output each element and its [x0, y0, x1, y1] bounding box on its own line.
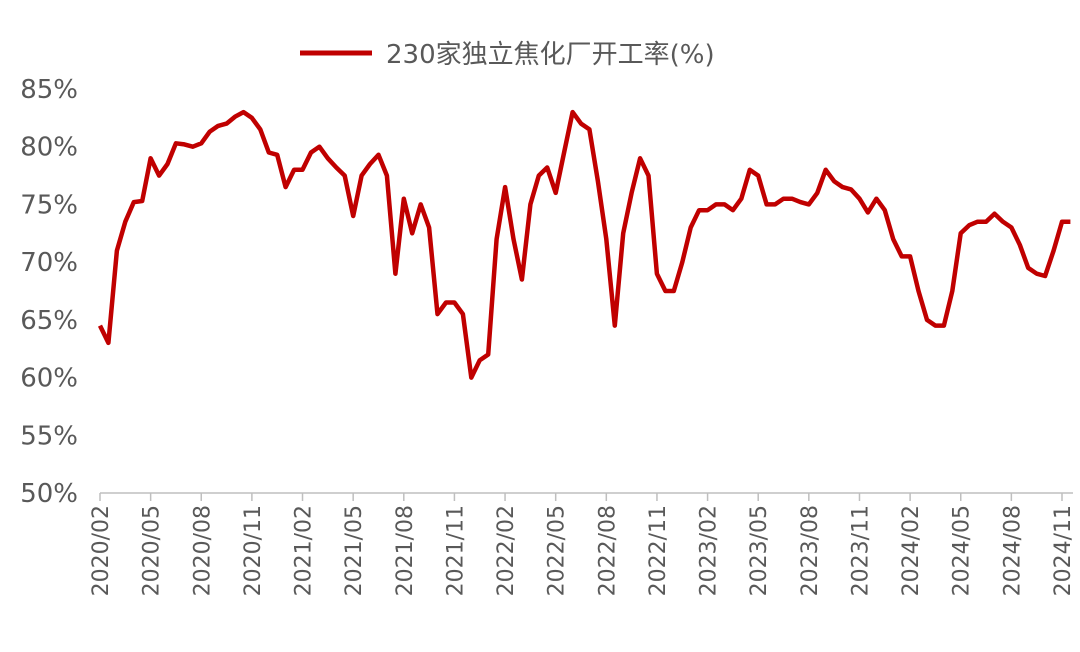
x-tick-label: 2020/02 [89, 505, 114, 596]
x-tick-label: 2020/11 [241, 505, 266, 596]
x-tick-label: 2023/05 [747, 505, 772, 596]
x-tick-label: 2024/05 [950, 505, 975, 596]
x-tick-label: 2021/08 [393, 505, 418, 596]
y-tick-label: 85% [20, 75, 78, 105]
x-tick-label: 2020/05 [140, 505, 165, 596]
y-tick-label: 65% [20, 306, 78, 336]
x-tick-label: 2023/08 [798, 505, 823, 596]
x-tick-label: 2023/02 [697, 505, 722, 596]
x-tick-label: 2022/11 [646, 505, 671, 596]
x-tick-label: 2022/08 [595, 505, 620, 596]
x-tick-label: 2023/11 [848, 505, 873, 596]
x-tick-label: 2022/05 [545, 505, 570, 596]
y-tick-label: 55% [20, 421, 78, 451]
y-tick-label: 75% [20, 190, 78, 220]
x-tick-label: 2022/02 [494, 505, 519, 596]
x-tick-label: 2020/08 [190, 505, 215, 596]
x-tick-label: 2021/05 [342, 505, 367, 596]
x-tick-label: 2024/08 [1000, 505, 1025, 596]
x-tick-label: 2024/11 [1051, 505, 1076, 596]
legend-label: 230家独立焦化厂开工率(%) [386, 40, 715, 70]
x-tick-label: 2024/02 [899, 505, 924, 596]
y-tick-label: 70% [20, 248, 78, 278]
y-tick-label: 60% [20, 364, 78, 394]
x-tick-label: 2021/11 [443, 505, 468, 596]
x-tick-label: 2021/02 [292, 505, 317, 596]
data-line [97, 109, 1071, 380]
y-tick-label: 50% [20, 479, 78, 509]
y-tick-label: 80% [20, 133, 78, 163]
